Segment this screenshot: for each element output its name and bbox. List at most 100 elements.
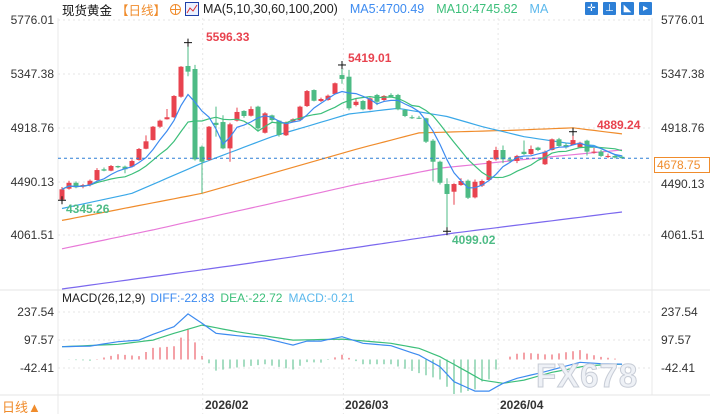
candle-up <box>570 140 576 145</box>
ma30-line <box>61 107 623 210</box>
diff-value: DIFF:-22.83 <box>150 291 215 305</box>
range-icon[interactable]: ⊥ <box>603 2 616 15</box>
candle-down <box>563 144 569 148</box>
candle-up <box>325 95 331 100</box>
candle-up <box>129 160 135 167</box>
candle-down <box>535 147 541 151</box>
y-tick-right: 4490.13 <box>661 177 705 191</box>
low-annotation: 4345.26 <box>66 202 110 216</box>
candle-down <box>276 120 282 136</box>
candle-up <box>486 160 492 180</box>
high-annotation: 5596.33 <box>206 30 250 44</box>
candle-down <box>339 75 345 79</box>
candle-up <box>234 111 240 121</box>
y-tick-left: 5776.01 <box>10 13 54 27</box>
low-annotation: 4099.02 <box>452 233 496 247</box>
dea-line <box>61 324 623 384</box>
candle-up <box>283 122 289 136</box>
candle-up <box>248 109 254 116</box>
macd-tick-left: 97.57 <box>23 333 54 347</box>
y-tick-right: 4061.51 <box>661 228 705 242</box>
diff-line <box>61 313 623 392</box>
candle-up <box>262 113 268 133</box>
candle-up <box>451 184 457 192</box>
candle-up <box>353 101 359 106</box>
macd-tick-left: 237.54 <box>17 305 54 319</box>
candle-down <box>360 101 366 110</box>
candle-up <box>472 181 478 198</box>
forward-icon[interactable]: ▸ <box>639 2 652 15</box>
add-indicator-icon[interactable] <box>170 3 182 15</box>
candle-up <box>367 98 373 110</box>
candle-down <box>556 139 562 146</box>
y-tick-left: 4918.76 <box>10 121 54 135</box>
ma200-line <box>61 211 623 290</box>
candle-up <box>493 150 499 160</box>
candle-up <box>332 83 338 94</box>
dea-value: DEA:-22.72 <box>220 291 283 305</box>
y-tick-right: 4918.76 <box>661 121 705 135</box>
macd-tick-left: -42.41 <box>19 361 54 375</box>
y-tick-right: 5347.38 <box>661 67 705 81</box>
instrument-title: 现货黄金 <box>62 3 113 18</box>
candle-down <box>507 159 513 161</box>
high-annotation: 5419.01 <box>348 51 392 65</box>
candle-up <box>136 149 142 160</box>
candle-down <box>409 117 415 119</box>
candle-up <box>318 98 324 102</box>
candle-down <box>444 184 450 194</box>
candle-up <box>171 95 177 118</box>
ma100-line <box>61 149 623 250</box>
y-tick-left: 4061.51 <box>10 228 54 242</box>
candle-up <box>577 142 583 148</box>
candle-up <box>605 155 611 157</box>
candle-up <box>591 151 597 153</box>
candle-down <box>199 146 205 162</box>
candle-down <box>122 166 128 170</box>
y-tick-right: 5776.01 <box>661 13 705 27</box>
candle-up <box>164 117 170 120</box>
ma60-line <box>61 127 623 221</box>
ma30-value: MA <box>529 2 549 16</box>
candle-up <box>381 95 387 100</box>
candle-down <box>73 182 79 188</box>
y-tick-left: 4490.13 <box>10 175 54 189</box>
indicator-chart-icon[interactable] <box>185 2 200 16</box>
candle-up <box>87 180 93 186</box>
candle-down <box>619 156 625 159</box>
candle-down <box>388 94 394 97</box>
y-tick-left: 5347.38 <box>10 67 54 81</box>
ma-params[interactable]: MA(5,10,30,60,100,200) <box>203 2 338 16</box>
candle-up <box>178 66 184 97</box>
candle-down <box>213 122 219 125</box>
candle-up <box>157 120 163 127</box>
candle-up <box>549 139 555 151</box>
current-price-tag: 4678.75 <box>654 157 710 173</box>
macd-value: MACD:-0.21 <box>288 291 355 305</box>
draw-icon[interactable]: ◣ <box>621 2 634 15</box>
candle-down <box>598 151 604 156</box>
x-tick: 2026/02 <box>205 398 249 412</box>
x-tick: 2026/04 <box>500 398 544 412</box>
macd-tick-right: 97.57 <box>661 333 692 347</box>
x-tick: 2026/03 <box>345 398 389 412</box>
candle-down <box>465 180 471 198</box>
period-switch-button[interactable]: 日线▲ <box>2 400 41 415</box>
macd-title[interactable]: MACD(26,12,9) <box>62 291 146 305</box>
candle-up <box>94 170 100 180</box>
candle-down <box>500 150 506 160</box>
period-label[interactable]: 【日线】 <box>116 3 167 18</box>
candle-down <box>192 69 198 160</box>
chart-header: 现货黄金 【日线】 MA(5,10,30,60,100,200) MA5:470… <box>62 1 549 18</box>
candle-down <box>437 161 443 183</box>
candle-up <box>297 106 303 121</box>
candle-down <box>416 117 422 119</box>
candle-up <box>304 91 310 107</box>
candle-down <box>395 94 401 110</box>
candle-up <box>479 181 485 186</box>
candle-down <box>241 110 247 116</box>
macd-header: MACD(26,12,9) DIFF:-22.83 DEA:-22.72 MACD:-… <box>62 291 354 305</box>
ma5-value: MA5:4700.49 <box>349 2 425 16</box>
crosshair-icon[interactable]: ✛ <box>585 2 598 15</box>
